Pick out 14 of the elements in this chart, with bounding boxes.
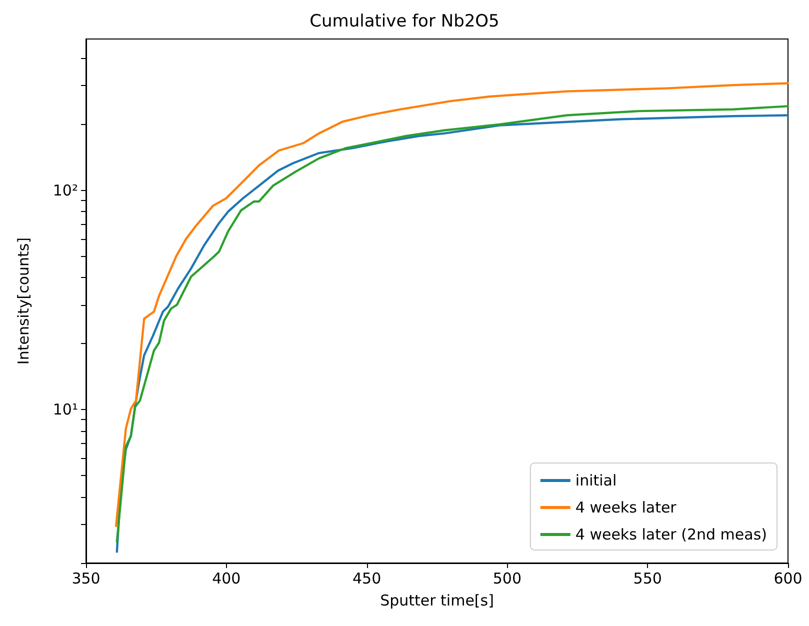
x-tick-label: 350 [72,570,100,588]
x-axis-title: Sputter time[s] [380,592,494,610]
y-tick-label: 10¹ [52,400,78,419]
legend-label: 4 weeks later (2nd meas) [575,526,768,544]
chart-title: Cumulative for Nb2O5 [310,12,500,32]
x-tick-label: 400 [212,570,241,588]
y-tick-label: 10² [52,181,78,200]
x-tick-label: 550 [633,570,662,588]
legend-label: initial [575,472,617,490]
x-tick-label: 600 [774,570,802,588]
legend-label: 4 weeks later [575,498,678,516]
y-axis-title: Intensity[counts] [14,237,32,365]
x-tick-label: 500 [492,570,522,588]
x-tick-label: 450 [352,570,382,588]
